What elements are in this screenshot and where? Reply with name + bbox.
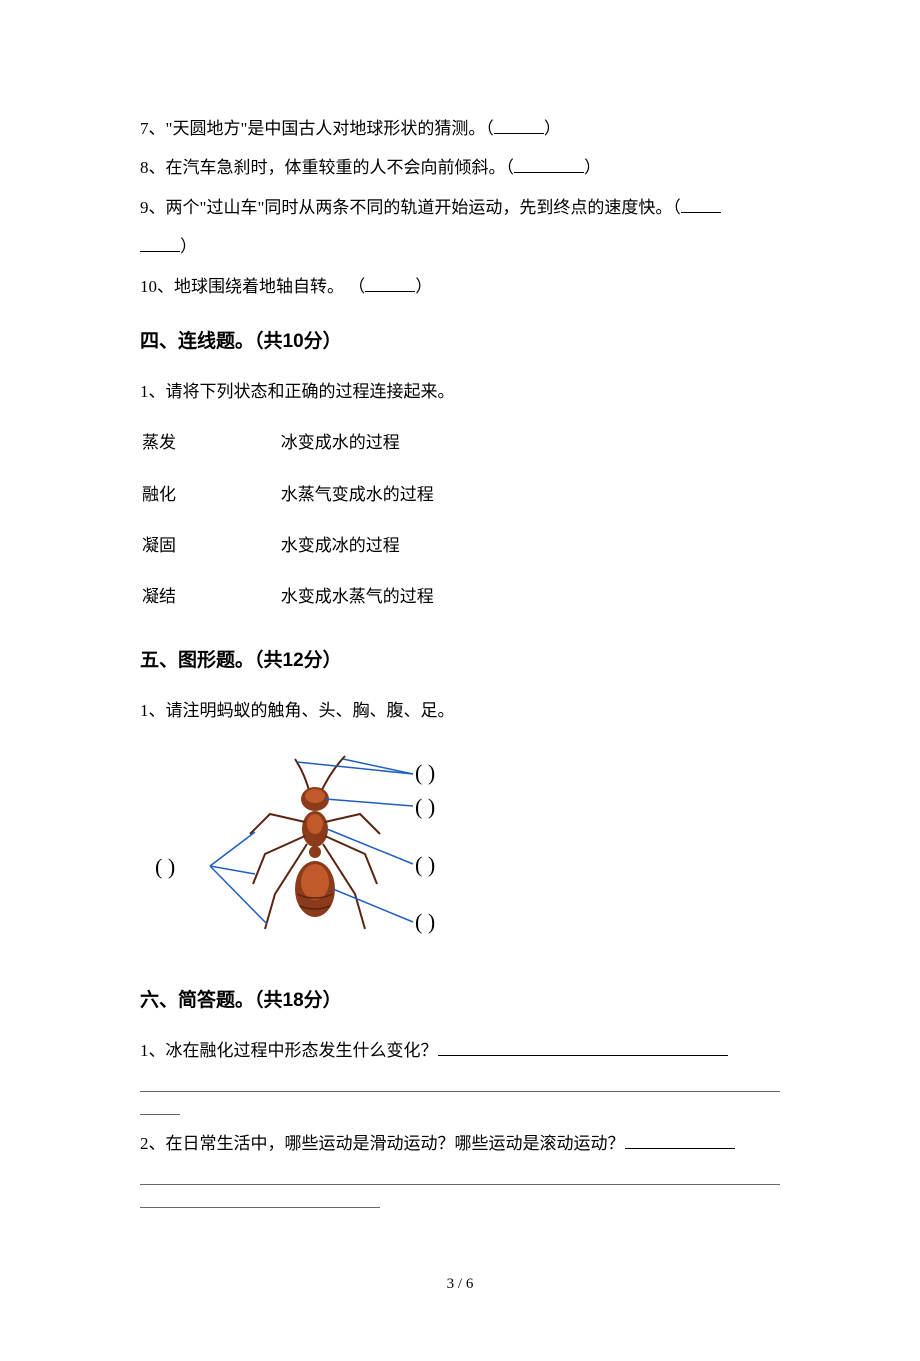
match-table: 蒸发 冰变成水的过程 融化 水蒸气变成水的过程 凝固 水变成冰的过程 凝结 水变… — [140, 416, 537, 624]
ant-svg: ( ) — [155, 744, 485, 964]
answer-line[interactable] — [140, 1091, 780, 1092]
tf-q8-end: ） — [584, 158, 601, 177]
sec6-q2-text: 2、在日常生活中，哪些运动是滑动运动？哪些运动是滚动运动？ — [140, 1134, 625, 1153]
tf-q8-text: 8、在汽车急刹时，体重较重的人不会向前倾斜。（ — [140, 158, 514, 177]
tf-q7-end: ） — [544, 119, 561, 138]
match-row: 融化 水蒸气变成水的过程 — [142, 470, 535, 519]
sec6-q1: 1、冰在融化过程中形态发生什么变化？ — [140, 1032, 780, 1069]
ant-diagram: ( ) — [155, 744, 780, 964]
tf-q7: 7、"天圆地方"是中国古人对地球形状的猜测。（ ） — [140, 110, 780, 147]
tf-q9-blank[interactable] — [681, 196, 721, 213]
paren-r1[interactable]: ( ) — [415, 760, 435, 785]
sec4-heading: 四、连线题。（共10分） — [140, 321, 780, 363]
match-row: 蒸发 冰变成水的过程 — [142, 418, 535, 467]
tf-q10-blank[interactable] — [365, 275, 415, 292]
sec6-heading: 六、简答题。（共18分） — [140, 980, 780, 1022]
tf-q9-blank2[interactable] — [140, 235, 180, 252]
tf-q9-text-b: ） — [180, 237, 197, 256]
tf-q10: 10、地球围绕着地轴自转。 （ ） — [140, 268, 780, 305]
tf-q9b: ） — [140, 228, 780, 265]
sec4-prompt: 1、请将下列状态和正确的过程连接起来。 — [140, 373, 780, 410]
tf-q10-end: ） — [415, 277, 432, 296]
answer-line-short2[interactable] — [140, 1207, 380, 1208]
sec6-q2: 2、在日常生活中，哪些运动是滑动运动？哪些运动是滚动运动？ — [140, 1125, 780, 1162]
sec6-q1-blank[interactable] — [438, 1039, 728, 1056]
sec6-q1-text: 1、冰在融化过程中形态发生什么变化？ — [140, 1041, 438, 1060]
match-right[interactable]: 水变成水蒸气的过程 — [281, 572, 535, 621]
match-left[interactable]: 凝固 — [142, 521, 279, 570]
page-number: 3 / 6 — [140, 1268, 780, 1301]
match-row: 凝结 水变成水蒸气的过程 — [142, 572, 535, 621]
tf-q9-text-a: 9、两个"过山车"同时从两条不同的轨道开始运动，先到终点的速度快。（ — [140, 198, 681, 217]
paren-r2[interactable]: ( ) — [415, 794, 435, 819]
sec5-prompt: 1、请注明蚂蚁的触角、头、胸、腹、足。 — [140, 692, 780, 729]
match-right[interactable]: 水变成冰的过程 — [281, 521, 535, 570]
match-right[interactable]: 水蒸气变成水的过程 — [281, 470, 535, 519]
tf-q9: 9、两个"过山车"同时从两条不同的轨道开始运动，先到终点的速度快。（ — [140, 189, 780, 226]
tf-q8: 8、在汽车急刹时，体重较重的人不会向前倾斜。（ ） — [140, 149, 780, 186]
tf-q7-blank[interactable] — [494, 117, 544, 134]
paren-left[interactable]: ( ) — [155, 854, 175, 879]
sec5-heading: 五、图形题。（共12分） — [140, 640, 780, 682]
match-left[interactable]: 融化 — [142, 470, 279, 519]
sec6-q2-blank[interactable] — [625, 1132, 735, 1149]
match-left[interactable]: 蒸发 — [142, 418, 279, 467]
tf-q7-text: 7、"天圆地方"是中国古人对地球形状的猜测。（ — [140, 119, 494, 138]
answer-line[interactable] — [140, 1184, 780, 1185]
match-right[interactable]: 冰变成水的过程 — [281, 418, 535, 467]
tf-q10-text: 10、地球围绕着地轴自转。 （ — [140, 277, 365, 296]
match-left[interactable]: 凝结 — [142, 572, 279, 621]
match-row: 凝固 水变成冰的过程 — [142, 521, 535, 570]
paren-r3[interactable]: ( ) — [415, 852, 435, 877]
answer-line-short[interactable] — [140, 1114, 180, 1115]
paren-r4[interactable]: ( ) — [415, 909, 435, 934]
tf-q8-blank[interactable] — [514, 156, 584, 173]
